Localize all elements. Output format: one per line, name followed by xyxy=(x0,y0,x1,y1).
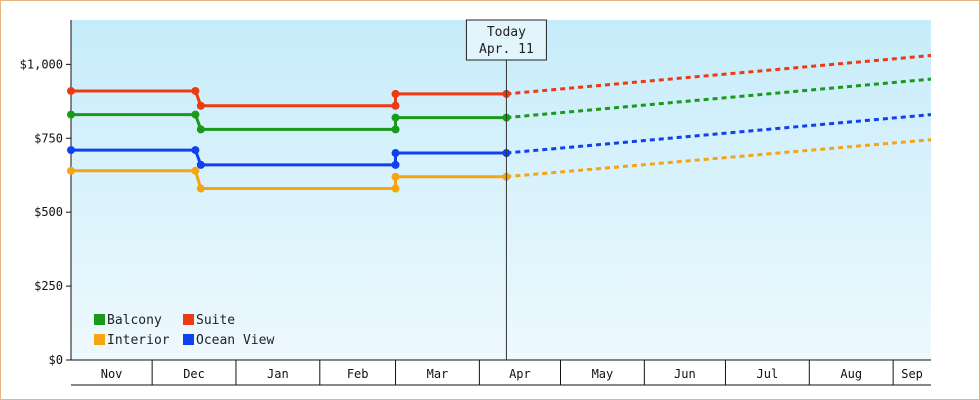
legend-label-ocean-view: Ocean View xyxy=(196,333,274,348)
legend-swatch-suite xyxy=(183,314,194,325)
series-line-suite xyxy=(69,89,508,108)
data-point-suite xyxy=(196,101,205,110)
series-suite xyxy=(67,54,932,110)
data-point-suite xyxy=(67,86,75,95)
legend-label-balcony: Balcony xyxy=(107,313,162,328)
x-tick-label: Feb xyxy=(347,367,369,381)
today-marker: Today Apr. 11 xyxy=(465,19,547,360)
series-interior xyxy=(67,138,932,193)
y-tick-label: $1,000 xyxy=(20,57,63,71)
x-tick-label: Jul xyxy=(757,367,779,381)
data-point-ocean-view xyxy=(391,160,400,169)
today-label-line1: Today xyxy=(487,25,526,40)
x-tick-label: Jan xyxy=(267,367,289,381)
data-point-interior xyxy=(391,184,400,193)
x-tick-label: Aug xyxy=(840,367,862,381)
data-point-interior xyxy=(196,184,205,193)
data-point-interior xyxy=(67,166,75,175)
legend-swatch-balcony xyxy=(94,314,105,325)
y-tick-label: $250 xyxy=(34,279,63,293)
x-axis: Nov Dec Jan Feb Mar Apr May Jun Jul Aug Sep xyxy=(71,359,931,386)
projection-line-ocean-view xyxy=(506,113,932,155)
x-tick-label: Sep xyxy=(901,367,923,381)
series-balcony xyxy=(67,77,932,134)
series-layer xyxy=(67,54,932,193)
y-tick-label: $500 xyxy=(34,205,63,219)
series-line-interior xyxy=(69,169,508,190)
data-point-ocean-view xyxy=(196,160,205,169)
legend-label-suite: Suite xyxy=(196,313,235,328)
series-ocean-view xyxy=(67,113,932,169)
x-tick-label: Nov xyxy=(101,367,123,381)
data-point-interior xyxy=(391,172,400,181)
series-line-ocean-view xyxy=(69,148,508,167)
x-tick-label: May xyxy=(592,367,614,381)
data-point-balcony xyxy=(391,113,400,122)
data-point-interior xyxy=(191,166,200,175)
data-point-ocean-view xyxy=(391,149,400,158)
data-point-balcony xyxy=(191,110,200,119)
legend-swatch-interior xyxy=(94,334,105,345)
series-line-balcony xyxy=(69,113,508,131)
projection-line-balcony xyxy=(506,77,932,120)
y-tick-label: $750 xyxy=(34,131,63,145)
x-tick-label: Jun xyxy=(674,367,696,381)
today-label-line2: Apr. 11 xyxy=(479,42,534,57)
data-point-balcony xyxy=(391,125,400,134)
data-point-suite xyxy=(191,86,200,95)
legend-label-interior: Interior xyxy=(107,333,170,348)
projection-line-interior xyxy=(506,138,932,179)
legend-swatch-ocean-view xyxy=(183,334,194,345)
data-point-suite xyxy=(391,101,400,110)
y-axis: $0 $250 $500 $750 $1,000 xyxy=(20,20,72,367)
legend: Balcony Suite Interior Ocean View xyxy=(94,313,274,348)
data-point-ocean-view xyxy=(67,146,75,155)
y-tick-label: $0 xyxy=(49,353,63,367)
x-tick-label: Mar xyxy=(427,367,449,381)
x-tick-label: Dec xyxy=(183,367,205,381)
data-point-suite xyxy=(391,89,400,98)
projection-line-suite xyxy=(506,54,932,96)
data-point-balcony xyxy=(196,125,205,134)
data-point-ocean-view xyxy=(191,146,200,155)
x-tick-label: Apr xyxy=(509,367,531,381)
today-label-box xyxy=(465,19,547,61)
data-point-balcony xyxy=(67,110,75,119)
